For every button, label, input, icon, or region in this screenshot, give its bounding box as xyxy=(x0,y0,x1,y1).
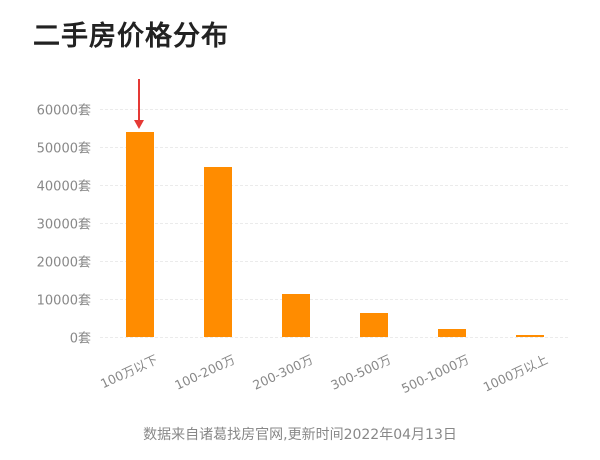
gridline xyxy=(100,185,568,186)
gridline xyxy=(100,147,568,148)
x-tick-label: 300-500万 xyxy=(328,351,394,393)
data-source-note: 数据来自诸葛找房官网,更新时间2022年04月13日 xyxy=(143,427,457,443)
bar[interactable] xyxy=(360,313,388,337)
y-tick-label: 10000套 xyxy=(36,293,91,309)
x-tick-label: 100-200万 xyxy=(172,351,238,393)
x-tick-label: 500-1000万 xyxy=(399,351,472,397)
highlight-arrow-icon xyxy=(138,79,140,121)
gridline xyxy=(100,261,568,262)
bar[interactable] xyxy=(516,335,544,337)
bar-chart: 0套 10000套 20000套 30000套 40000套 50000套 60000套 10… xyxy=(36,103,568,397)
x-tick-label: 200-300万 xyxy=(250,351,316,393)
bar[interactable] xyxy=(204,166,232,337)
gridline xyxy=(100,223,568,224)
y-tick-label: 0套 xyxy=(69,331,91,347)
bar[interactable] xyxy=(438,329,466,337)
gridline xyxy=(100,337,568,338)
y-tick-label: 60000套 xyxy=(36,103,91,119)
x-tick-label: 1000万以上 xyxy=(480,351,550,395)
y-tick-label: 50000套 xyxy=(36,141,91,157)
arrow-head-icon xyxy=(134,120,144,129)
bar[interactable] xyxy=(282,294,310,337)
y-tick-label: 30000套 xyxy=(36,217,91,233)
gridline xyxy=(100,109,568,110)
x-tick-label: 100万以下 xyxy=(97,351,160,392)
chart-title: 二手房价格分布 xyxy=(33,21,229,52)
y-tick-label: 20000套 xyxy=(36,255,91,271)
y-tick-label: 40000套 xyxy=(36,179,91,195)
bar[interactable] xyxy=(126,131,154,337)
gridline xyxy=(100,299,568,300)
